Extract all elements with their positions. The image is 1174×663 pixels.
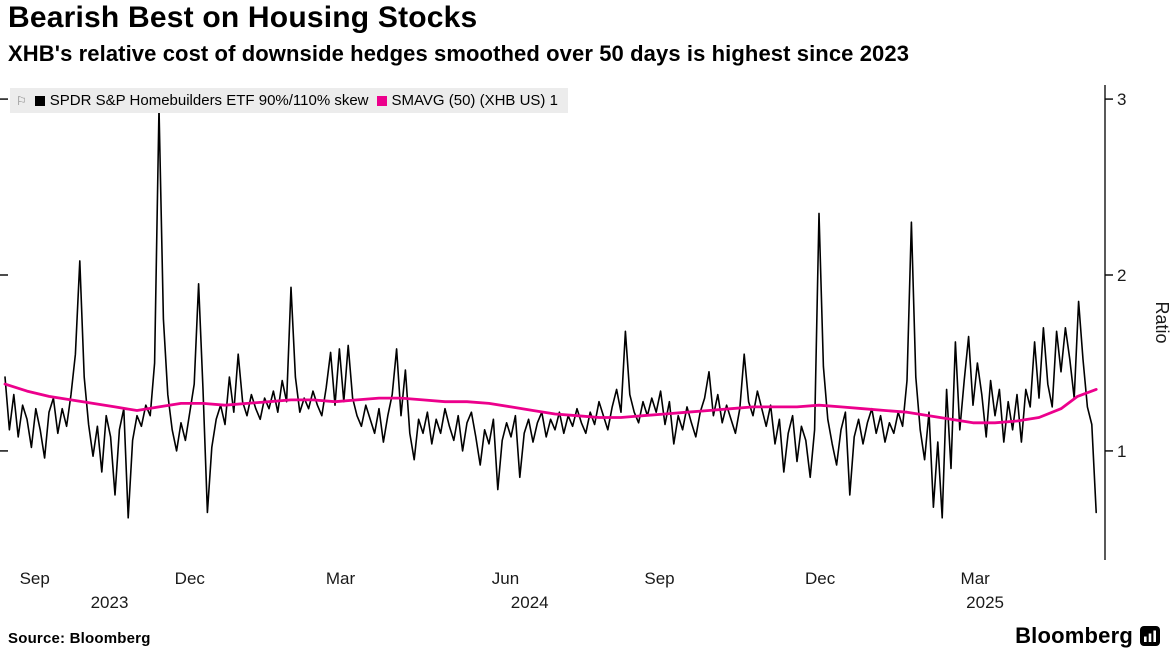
y-tick-label: 1	[1117, 442, 1126, 461]
legend-swatch-skew	[34, 95, 45, 106]
x-year-label: 2025	[966, 593, 1004, 612]
series-line-0	[4, 107, 1097, 519]
bloomberg-logo: Bloomberg	[1015, 623, 1160, 649]
legend-item-smavg[interactable]: SMAVG (50) (XHB US) 1	[376, 92, 558, 109]
y-tick-label: 2	[1117, 266, 1126, 285]
x-tick-label: Mar	[961, 569, 991, 588]
legend-pin-icon[interactable]: ⚐	[16, 93, 27, 108]
source-label: Source: Bloomberg	[8, 630, 151, 647]
series-line-1	[3, 382, 1098, 425]
x-tick-label: Dec	[805, 569, 836, 588]
legend-item-skew[interactable]: SPDR S&P Homebuilders ETF 90%/110% skew	[34, 92, 369, 109]
y-axis-title: Ratio	[1152, 301, 1172, 343]
x-year-label: 2024	[511, 593, 549, 612]
x-tick-label: Jun	[492, 569, 519, 588]
x-tick-label: Sep	[20, 569, 50, 588]
x-tick-label: Dec	[175, 569, 206, 588]
chart-title: Bearish Best on Housing Stocks	[8, 1, 478, 34]
legend-swatch-smavg	[376, 95, 387, 106]
x-tick-label: Sep	[644, 569, 674, 588]
chart-legend: ⚐ SPDR S&P Homebuilders ETF 90%/110% ske…	[10, 88, 568, 113]
x-year-label: 2023	[91, 593, 129, 612]
y-tick-label: 3	[1117, 90, 1126, 109]
x-tick-label: Mar	[326, 569, 356, 588]
bloomberg-chart-icon	[1140, 626, 1160, 646]
legend-label-smavg: SMAVG (50) (XHB US) 1	[391, 92, 558, 109]
chart-subtitle: XHB's relative cost of downside hedges s…	[8, 41, 910, 66]
bloomberg-wordmark: Bloomberg	[1015, 623, 1133, 648]
legend-label-skew: SPDR S&P Homebuilders ETF 90%/110% skew	[49, 92, 369, 109]
